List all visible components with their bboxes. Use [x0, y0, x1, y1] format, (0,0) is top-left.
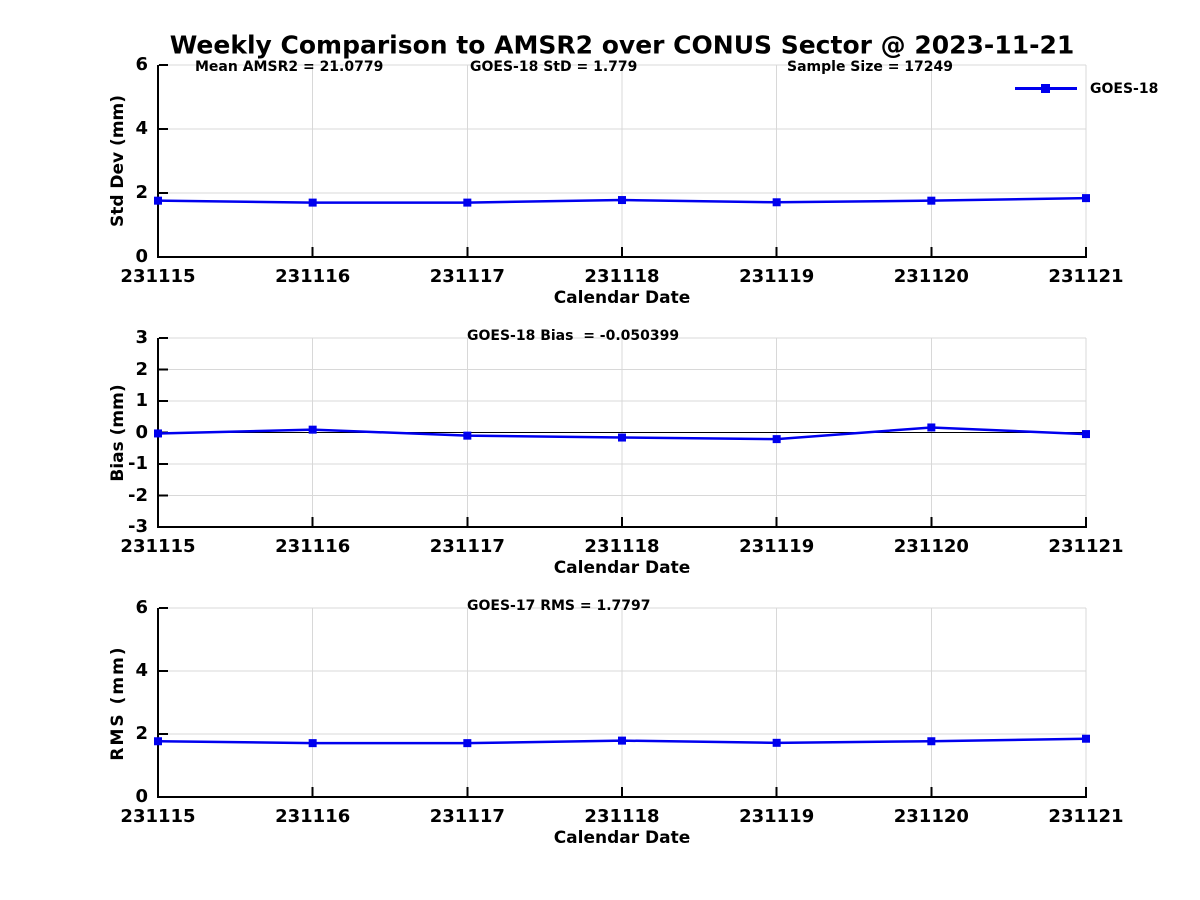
data-point-marker [154, 429, 162, 438]
legend-series-label: GOES-18 [1090, 81, 1159, 97]
y-tick-label: 6 [135, 54, 148, 76]
x-tick-label: 231116 [275, 266, 351, 287]
subplot-bias [154, 337, 1090, 528]
annotation-text: Sample Size = 17249 [787, 59, 954, 75]
x-tick-label: 231115 [120, 806, 196, 827]
data-point-marker [1082, 194, 1090, 203]
x-tick-label: 231121 [1048, 266, 1124, 287]
y-tick-label: 2 [135, 358, 148, 380]
data-point-marker [308, 739, 317, 748]
ylabel-std-dev: Std Dev (mm) [108, 94, 128, 228]
data-point-marker [772, 435, 781, 444]
x-tick-label: 231117 [429, 536, 505, 557]
subplot-std-dev [154, 64, 1090, 258]
x-tick-label: 231116 [275, 536, 351, 557]
data-point-marker [618, 736, 626, 745]
data-point-marker [463, 431, 472, 440]
x-tick-label: 231119 [739, 266, 815, 287]
x-tick-label: 231115 [120, 266, 196, 287]
legend-line-sample [1015, 84, 1077, 93]
x-tick-label: 231116 [275, 806, 351, 827]
x-tick-label: 231115 [120, 536, 196, 557]
x-tick-label: 231119 [739, 536, 815, 557]
x-tick-label: 231121 [1048, 536, 1124, 557]
annotation-text: GOES-17 RMS = 1.7797 [467, 598, 651, 614]
x-tick-label: 231118 [584, 536, 660, 557]
data-point-marker [927, 196, 936, 205]
data-point-marker [1082, 734, 1090, 743]
x-tick-label: 231120 [893, 266, 969, 287]
y-tick-label: 0 [135, 246, 148, 268]
annotation-text: Mean AMSR2 = 21.0779 [195, 59, 384, 75]
figure-title: Weekly Comparison to AMSR2 over CONUS Se… [169, 30, 1075, 60]
xlabel-calendar-date-2: Calendar Date [553, 558, 691, 578]
y-tick-label: -1 [128, 453, 148, 475]
legend-marker [1041, 84, 1050, 93]
data-point-marker [927, 737, 936, 746]
y-tick-label: 1 [135, 390, 148, 412]
x-tick-label: 231121 [1048, 806, 1124, 827]
data-point-marker [154, 737, 162, 746]
xlabel-calendar-date-3: Calendar Date [553, 828, 691, 848]
x-tick-label: 231120 [893, 536, 969, 557]
subplot-rms [154, 607, 1090, 798]
y-tick-label: 6 [135, 597, 148, 619]
y-tick-label: 4 [135, 118, 148, 140]
data-point-marker [1082, 430, 1090, 439]
data-point-marker [927, 423, 936, 432]
xlabel-calendar-date-1: Calendar Date [553, 288, 691, 308]
y-tick-label: 2 [135, 723, 148, 745]
x-tick-label: 231118 [584, 806, 660, 827]
y-tick-label: -2 [128, 484, 148, 506]
y-tick-label: -3 [128, 516, 148, 538]
data-point-marker [308, 198, 317, 207]
x-tick-label: 231117 [429, 266, 505, 287]
data-point-marker [154, 196, 162, 205]
y-tick-label: 0 [135, 421, 148, 443]
annotation-text: GOES-18 StD = 1.779 [470, 59, 638, 75]
y-tick-label: 3 [135, 327, 148, 349]
data-point-marker [618, 433, 626, 442]
x-tick-label: 231119 [739, 806, 815, 827]
x-tick-label: 231120 [893, 806, 969, 827]
y-tick-label: 0 [135, 786, 148, 808]
y-tick-label: 4 [135, 660, 148, 682]
data-point-marker [463, 739, 472, 748]
x-tick-label: 231118 [584, 266, 660, 287]
data-point-marker [772, 198, 781, 207]
y-tick-label: 2 [135, 182, 148, 204]
annotation-text: GOES-18 Bias = -0.050399 [467, 328, 680, 344]
data-point-marker [618, 196, 626, 205]
data-point-marker [772, 738, 781, 747]
x-tick-label: 231117 [429, 806, 505, 827]
data-point-marker [308, 425, 317, 434]
data-point-marker [463, 198, 472, 207]
